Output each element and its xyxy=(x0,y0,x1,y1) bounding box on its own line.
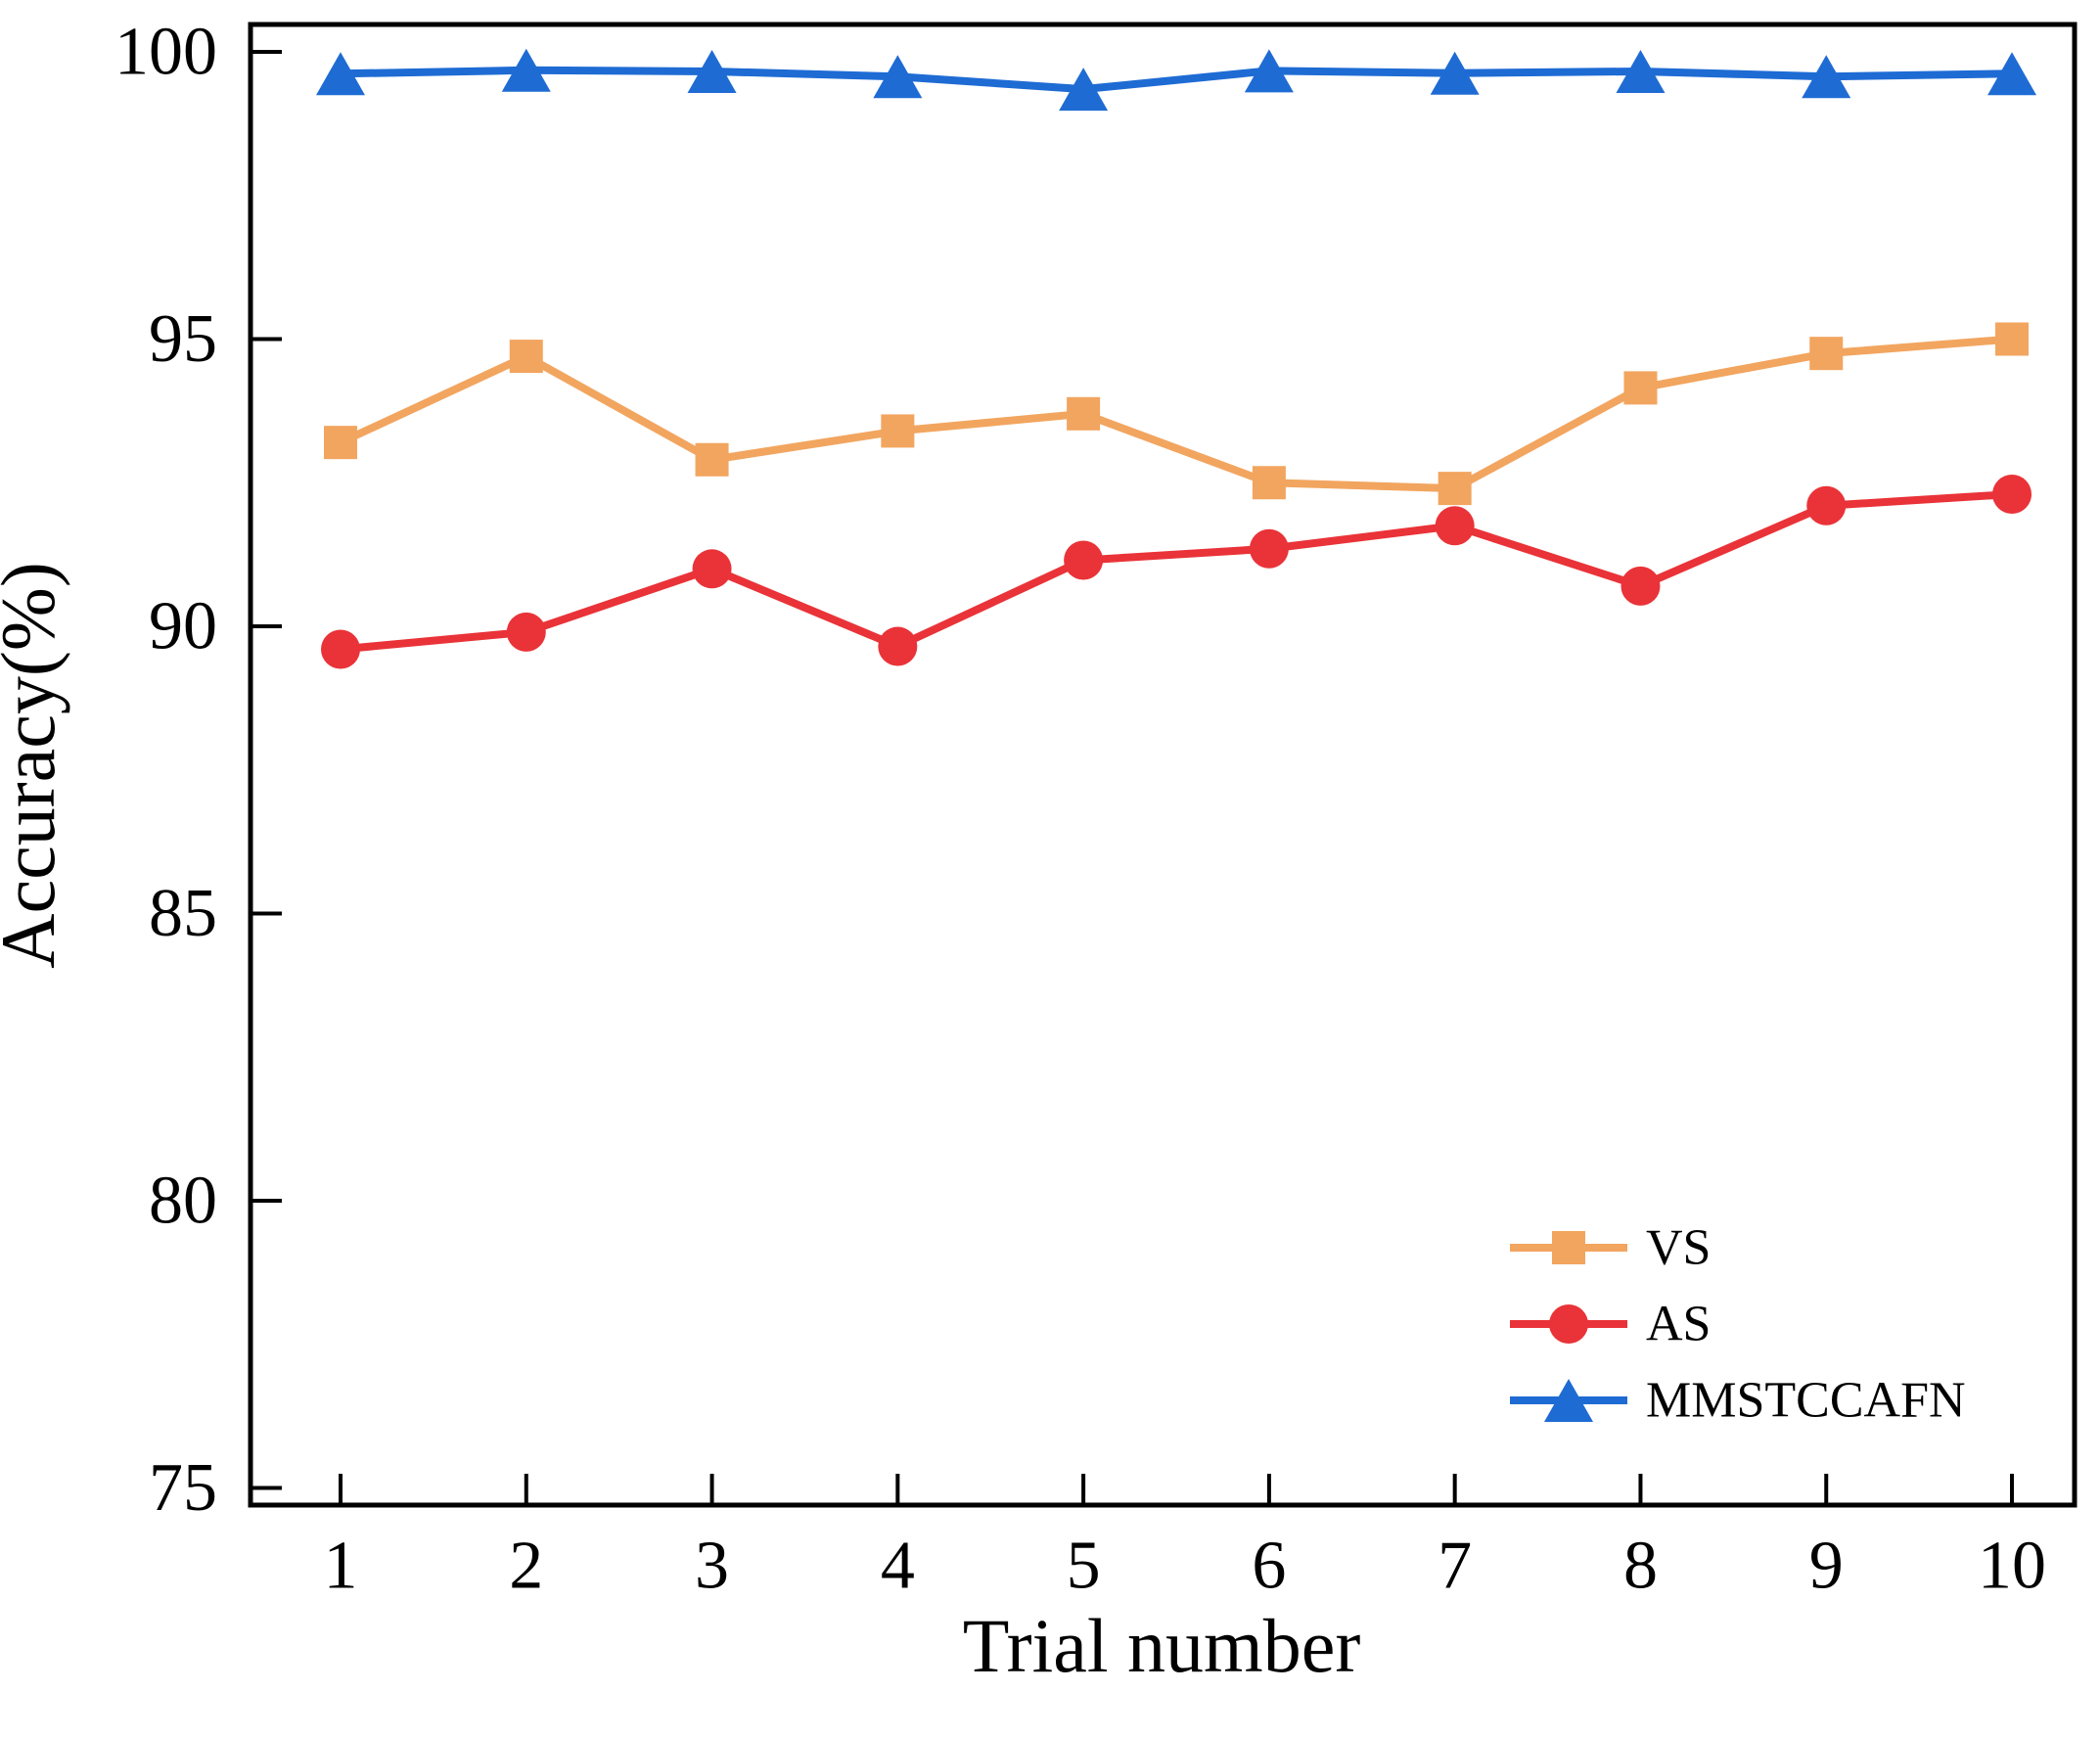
series-mmstccafn-marker xyxy=(687,49,737,93)
series-vs-marker xyxy=(1067,396,1101,431)
legend-label-vs: VS xyxy=(1646,1220,1711,1276)
y-tick-label: 95 xyxy=(149,301,217,377)
x-tick-label: 2 xyxy=(509,1529,543,1604)
series-as-marker xyxy=(1249,528,1289,569)
y-tick-label: 85 xyxy=(149,876,217,951)
series-vs-marker xyxy=(881,414,915,448)
y-axis: 75 80 85 90 95 100 xyxy=(114,15,282,1526)
series-as-marker xyxy=(1806,485,1847,526)
legend: VS AS MMSTCCAFN xyxy=(1510,1220,1966,1429)
legend-label-as: AS xyxy=(1646,1297,1711,1352)
legend-label-mmstccafn: MMSTCCAFN xyxy=(1646,1373,1966,1429)
x-tick-label: 10 xyxy=(1978,1529,2046,1604)
series-mmstccafn-marker xyxy=(316,52,365,96)
y-axis-title: Accuracy(%) xyxy=(0,562,70,969)
series-mmstccafn-marker xyxy=(1802,55,1851,99)
x-tick-label: 5 xyxy=(1067,1529,1101,1604)
series-mmstccafn-marker xyxy=(1987,52,2037,96)
series-as-marker xyxy=(1621,566,1661,606)
legend-vs-marker xyxy=(1552,1231,1585,1264)
series-vs-marker xyxy=(1995,322,2030,356)
series-mmstccafn-marker xyxy=(1430,51,1480,95)
x-tick-label: 9 xyxy=(1809,1529,1844,1604)
legend-as-marker xyxy=(1549,1304,1588,1344)
x-axis: 1 2 3 4 5 6 7 8 9 10 xyxy=(324,1474,2046,1604)
x-axis-title: Trial number xyxy=(963,1603,1361,1688)
series-vs-marker xyxy=(1623,371,1658,405)
x-tick-label: 7 xyxy=(1438,1529,1472,1604)
x-tick-label: 1 xyxy=(324,1529,358,1604)
series-as-marker xyxy=(506,612,546,652)
y-tick-label: 100 xyxy=(114,15,217,90)
series-mmstccafn-line xyxy=(337,66,2017,94)
series-as-marker xyxy=(1992,474,2032,514)
y-tick-label: 80 xyxy=(149,1164,217,1239)
y-tick-label: 90 xyxy=(149,589,217,664)
legend-mmstccafn-marker xyxy=(1544,1379,1593,1422)
y-tick-label: 75 xyxy=(149,1450,217,1526)
x-tick-label: 6 xyxy=(1252,1529,1286,1604)
series-vs-marker xyxy=(509,340,543,374)
series-vs-marker xyxy=(1252,466,1286,500)
series-vs-marker xyxy=(1438,472,1472,506)
series-as-marker xyxy=(321,629,360,669)
series-as-marker xyxy=(878,626,918,666)
series-as-line xyxy=(337,489,2017,654)
series-vs-marker xyxy=(695,442,729,477)
series-as-marker xyxy=(692,549,732,589)
x-tick-label: 8 xyxy=(1623,1529,1658,1604)
series-as-marker xyxy=(1435,506,1475,546)
x-tick-label: 4 xyxy=(881,1529,915,1604)
series-mmstccafn-marker xyxy=(501,48,551,92)
series-as-marker xyxy=(1064,540,1104,580)
series-mmstccafn-marker xyxy=(1616,49,1666,93)
series-vs-line xyxy=(337,335,2017,493)
series-mmstccafn-marker xyxy=(1244,49,1294,93)
series-vs-marker xyxy=(324,426,357,460)
series-mmstccafn-marker xyxy=(873,55,923,99)
series-vs-marker xyxy=(1809,337,1844,371)
series-mmstccafn xyxy=(316,48,2037,112)
series-vs xyxy=(324,322,2030,506)
x-tick-label: 3 xyxy=(695,1529,729,1604)
series-mmstccafn-marker xyxy=(1059,68,1109,112)
plot-frame xyxy=(248,22,2077,1508)
series-as xyxy=(321,474,2032,669)
